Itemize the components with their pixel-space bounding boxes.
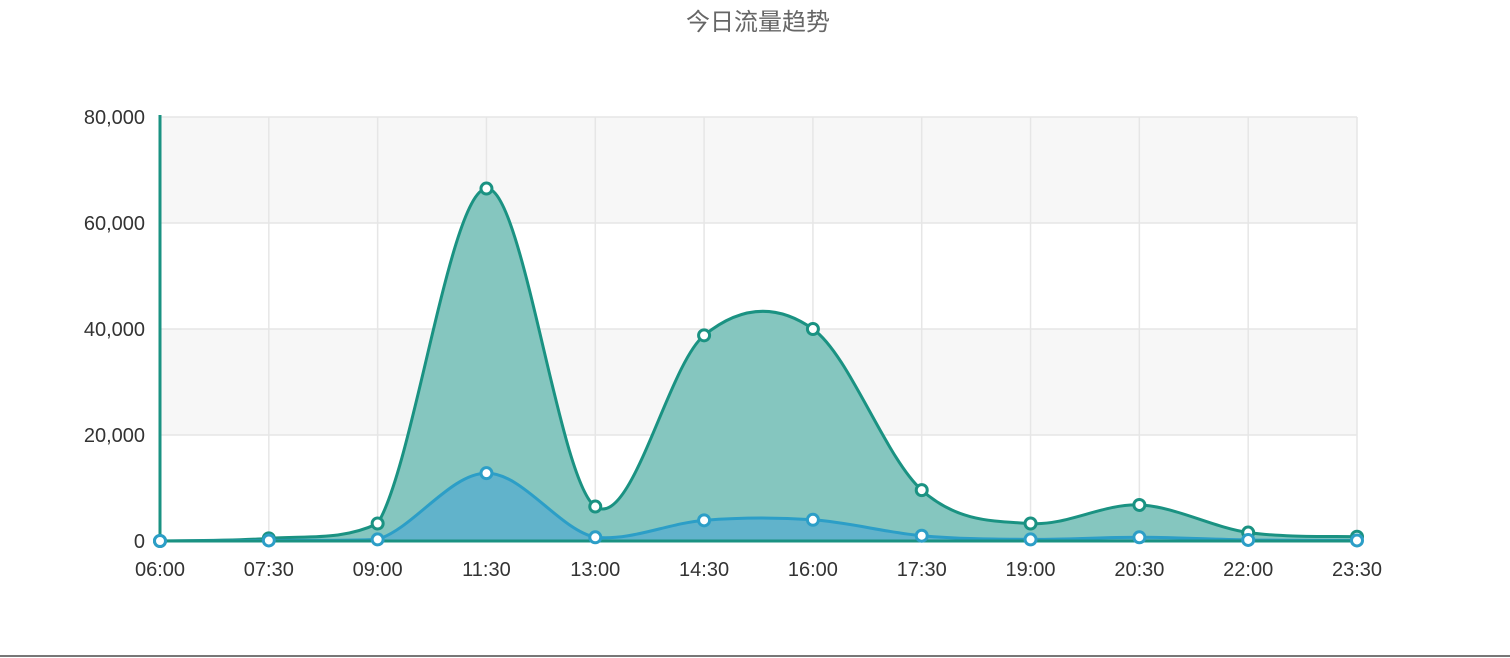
data-point[interactable] — [914, 528, 929, 543]
x-tick-label: 16:00 — [788, 559, 838, 581]
data-point[interactable] — [697, 328, 712, 343]
y-axis-labels: 0 20,000 40,000 60,000 80,000 — [84, 107, 145, 553]
x-tick-label: 22:00 — [1223, 559, 1273, 581]
x-tick-label: 07:30 — [244, 559, 294, 581]
data-point[interactable] — [1132, 497, 1147, 512]
data-point[interactable] — [914, 483, 929, 498]
x-tick-label: 14:30 — [679, 559, 729, 581]
data-point[interactable] — [479, 466, 494, 481]
data-point[interactable] — [153, 534, 167, 548]
data-point[interactable] — [1023, 516, 1038, 531]
data-point[interactable] — [479, 181, 494, 196]
data-point[interactable] — [697, 513, 712, 528]
data-point[interactable] — [805, 512, 820, 527]
x-tick-label: 20:30 — [1114, 559, 1164, 581]
data-point[interactable] — [588, 530, 603, 545]
series-areas — [160, 188, 1357, 541]
data-point[interactable] — [261, 533, 276, 548]
series-area-0 — [160, 188, 1357, 541]
x-tick-label: 11:30 — [462, 559, 511, 581]
x-tick-label: 09:00 — [353, 559, 403, 581]
data-point[interactable] — [1350, 533, 1364, 548]
data-point[interactable] — [370, 516, 385, 531]
x-tick-label: 06:00 — [135, 559, 185, 581]
y-tick-label: 0 — [134, 531, 145, 553]
y-tick-label: 80,000 — [84, 107, 145, 129]
data-point[interactable] — [1023, 532, 1038, 547]
x-tick-label: 23:30 — [1332, 559, 1382, 581]
series-area-1 — [160, 473, 1357, 541]
y-tick-label: 40,000 — [84, 319, 145, 341]
x-tick-label: 17:30 — [897, 559, 947, 581]
grid-band — [160, 117, 1357, 223]
data-point[interactable] — [1241, 532, 1256, 547]
x-axis-labels: 06:00 07:30 09:00 11:30 13:00 14:30 16:00 17:30… — [135, 559, 1382, 581]
x-tick-label: 19:00 — [1006, 559, 1056, 581]
bottom-divider — [0, 655, 1510, 657]
series-markers — [153, 181, 1364, 548]
series-line-0 — [159, 187, 1358, 543]
data-point[interactable] — [805, 322, 820, 336]
data-point[interactable] — [588, 499, 603, 514]
axes — [158, 115, 1357, 543]
y-tick-label: 60,000 — [84, 213, 145, 235]
y-tick-label: 20,000 — [84, 425, 145, 447]
x-tick-label: 13:00 — [570, 559, 620, 581]
chart-title: 今日流量趋势 — [686, 8, 830, 36]
data-point[interactable] — [370, 532, 385, 547]
data-point[interactable] — [1132, 530, 1147, 545]
